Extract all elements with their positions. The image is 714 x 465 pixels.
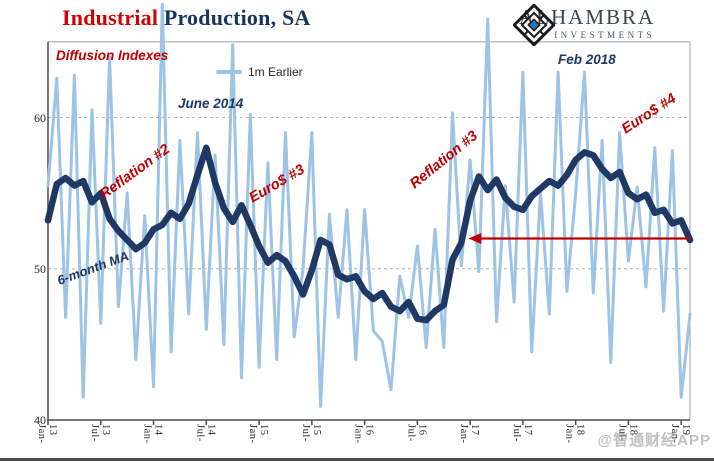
x-tick-label-jan-15: Jan- 15	[247, 424, 270, 444]
x-tick-label-jan-17: Jan- 17	[458, 424, 481, 444]
y-tick-label-50: 50	[34, 261, 46, 276]
x-tick-label-jul-13: Jul- 13	[88, 424, 111, 442]
x-tick-label-jan-16: Jan- 16	[352, 424, 375, 444]
legend-label: 1m Earlier	[248, 65, 303, 79]
annotation-feb-2018: Feb 2018	[558, 52, 616, 67]
x-tick-label-jan-18: Jan- 18	[563, 424, 586, 444]
y-tick-label-60: 60	[34, 110, 46, 125]
y-tick-label-40: 40	[34, 413, 46, 427]
series-6-month-ma	[44, 144, 694, 324]
trend-arrow	[468, 233, 690, 244]
chart-legend: 1m Earlier	[216, 65, 303, 79]
x-tick-label-jul-17: Jul- 17	[510, 424, 533, 442]
legend-line-swatch	[216, 70, 242, 74]
logo-subtitle: INVESTMENTS	[554, 30, 656, 40]
series-1m-earlier	[46, 2, 692, 408]
arrow-head	[468, 233, 482, 244]
title-rest: Production, SA	[158, 5, 311, 30]
plot-frame	[47, 41, 691, 425]
x-tick-label-jan-13: Jan- 13	[36, 424, 58, 444]
x-tick-label-jul-16: Jul- 16	[405, 424, 428, 442]
page-title: Industrial Production, SA	[62, 5, 311, 31]
x-tick-label-jan-19: Jan- 19	[669, 424, 692, 444]
x-tick-label-jan-14: Jan- 14	[141, 424, 164, 444]
alhambra-diamond-icon	[513, 4, 555, 46]
title-word-industrial: Industrial	[62, 5, 159, 30]
data-series	[44, 2, 694, 408]
annotation-june-2014: June 2014	[178, 96, 244, 111]
annotation-diffusion-indexes: Diffusion Indexes	[56, 48, 169, 63]
watermark: @智通财经APP	[597, 432, 711, 449]
x-tick-label-jul-18: Jul- 18	[616, 424, 639, 442]
x-tick-label-jul-15: Jul- 15	[299, 424, 322, 442]
bottom-divider	[0, 458, 714, 461]
gridlines	[48, 117, 690, 270]
x-tick-label-jul-14: Jul- 14	[194, 424, 217, 442]
alhambra-logo: ALHAMBRA INVESTMENTS	[513, 4, 656, 46]
